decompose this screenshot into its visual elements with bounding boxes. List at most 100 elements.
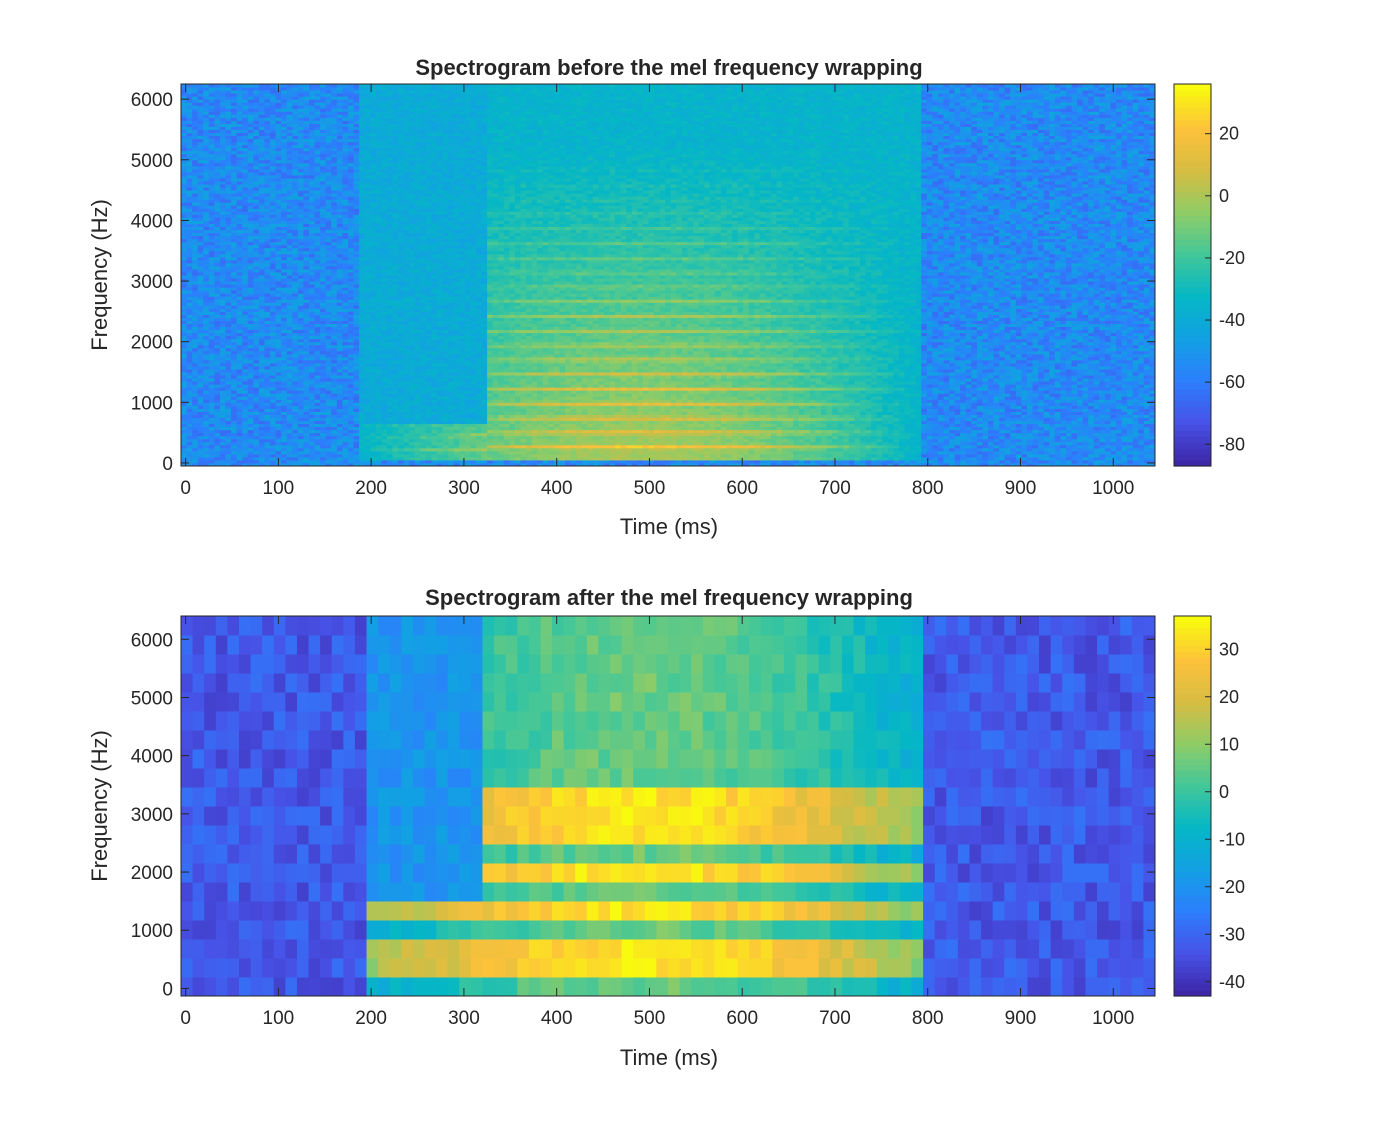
heatmap-cell xyxy=(331,102,338,106)
heatmap-cell xyxy=(219,144,227,149)
heatmap-cell xyxy=(297,214,304,218)
heatmap-cell xyxy=(342,253,349,258)
heatmap-cell xyxy=(398,275,405,279)
heatmap-cell xyxy=(375,93,382,97)
heatmap-cell xyxy=(342,111,349,115)
heatmap-cell xyxy=(292,384,299,388)
heatmap-cell xyxy=(386,347,393,352)
heatmap-cell xyxy=(359,153,366,158)
heatmap-cell xyxy=(342,129,349,134)
heatmap-cell xyxy=(253,350,260,355)
heatmap-cell xyxy=(197,314,204,318)
heatmap-cell xyxy=(359,344,366,349)
heatmap-cell xyxy=(208,265,215,270)
heatmap-cell xyxy=(186,362,193,367)
heatmap-cell xyxy=(331,126,338,130)
heatmap-cell xyxy=(225,281,232,285)
heatmap-cell xyxy=(203,211,210,215)
heatmap-cell xyxy=(398,320,405,325)
heatmap-cell xyxy=(309,429,316,434)
heatmap-cell xyxy=(275,323,282,328)
heatmap-cell xyxy=(253,187,260,191)
heatmap-cell xyxy=(247,135,254,140)
heatmap-cell xyxy=(275,381,282,385)
heatmap-cell xyxy=(275,399,282,403)
heatmap-cell xyxy=(286,323,293,328)
heatmap-cell xyxy=(264,435,271,440)
heatmap-cell xyxy=(208,344,215,349)
heatmap-cell xyxy=(181,123,188,127)
heatmap-cell xyxy=(258,302,265,306)
heatmap-cell xyxy=(197,390,204,394)
heatmap-cell xyxy=(303,278,310,282)
heatmap-cell xyxy=(253,372,260,376)
heatmap-cell xyxy=(292,317,299,321)
heatmap-cell xyxy=(181,181,188,185)
heatmap-cell xyxy=(253,135,260,140)
heatmap-cell xyxy=(236,193,243,197)
heatmap-cell xyxy=(181,462,188,467)
heatmap-cell xyxy=(192,177,199,182)
heatmap-cell xyxy=(286,144,293,149)
heatmap-cell xyxy=(219,438,227,443)
heatmap-cell xyxy=(247,102,254,106)
heatmap-cell xyxy=(364,247,371,252)
heatmap-cell xyxy=(258,253,265,258)
heatmap-cell xyxy=(242,271,249,276)
heatmap-cell xyxy=(247,435,254,440)
heatmap-cell xyxy=(297,174,304,179)
heatmap-cell xyxy=(325,159,332,164)
heatmap-cell xyxy=(353,99,360,103)
heatmap-cell xyxy=(197,329,204,334)
heatmap-cell xyxy=(275,326,282,331)
heatmap-cell xyxy=(364,96,371,100)
heatmap-cell xyxy=(386,396,393,400)
heatmap-cell xyxy=(208,238,215,243)
heatmap-cell xyxy=(314,108,321,112)
heatmap-cell xyxy=(347,305,355,309)
heatmap-cell xyxy=(231,305,238,309)
heatmap-cell xyxy=(336,350,343,355)
heatmap-cell xyxy=(219,405,227,409)
heatmap-cell xyxy=(275,247,282,252)
heatmap-cell xyxy=(242,241,249,246)
heatmap-cell xyxy=(303,447,310,452)
heatmap-cell xyxy=(270,368,277,373)
heatmap-cell xyxy=(208,93,215,97)
heatmap-cell xyxy=(219,290,227,294)
heatmap-cell xyxy=(398,444,405,449)
heatmap-cell xyxy=(281,232,288,237)
heatmap-cell xyxy=(264,220,271,224)
heatmap-cell xyxy=(219,250,227,255)
heatmap-cell xyxy=(381,444,388,449)
heatmap-cell xyxy=(219,311,227,315)
heatmap-cell xyxy=(370,375,377,379)
heatmap-cell xyxy=(353,293,360,297)
heatmap-cell xyxy=(359,372,366,376)
heatmap-cell xyxy=(297,341,304,346)
heatmap-cell xyxy=(286,223,293,227)
heatmap-cell xyxy=(247,156,254,161)
heatmap-cell xyxy=(398,393,405,397)
heatmap-cell xyxy=(286,138,293,143)
heatmap-cell xyxy=(219,102,227,106)
heatmap-cell xyxy=(181,223,188,227)
heatmap-cell xyxy=(186,138,193,143)
heatmap-cell xyxy=(347,290,355,294)
heatmap-cell xyxy=(336,287,343,291)
heatmap-cell xyxy=(208,326,215,331)
heatmap-cell xyxy=(186,214,193,218)
heatmap-cell xyxy=(297,247,304,252)
heatmap-cell xyxy=(214,387,221,391)
heatmap-cell xyxy=(392,399,399,403)
heatmap-cell xyxy=(325,275,332,279)
heatmap-cell xyxy=(275,308,282,312)
heatmap-cell xyxy=(325,123,332,127)
heatmap-cell xyxy=(342,299,349,303)
heatmap-cell xyxy=(197,271,204,276)
heatmap-cell xyxy=(320,396,327,400)
heatmap-cell xyxy=(303,168,310,173)
heatmap-cell xyxy=(253,281,260,285)
heatmap-cell xyxy=(336,317,343,321)
heatmap-cell xyxy=(192,414,199,418)
